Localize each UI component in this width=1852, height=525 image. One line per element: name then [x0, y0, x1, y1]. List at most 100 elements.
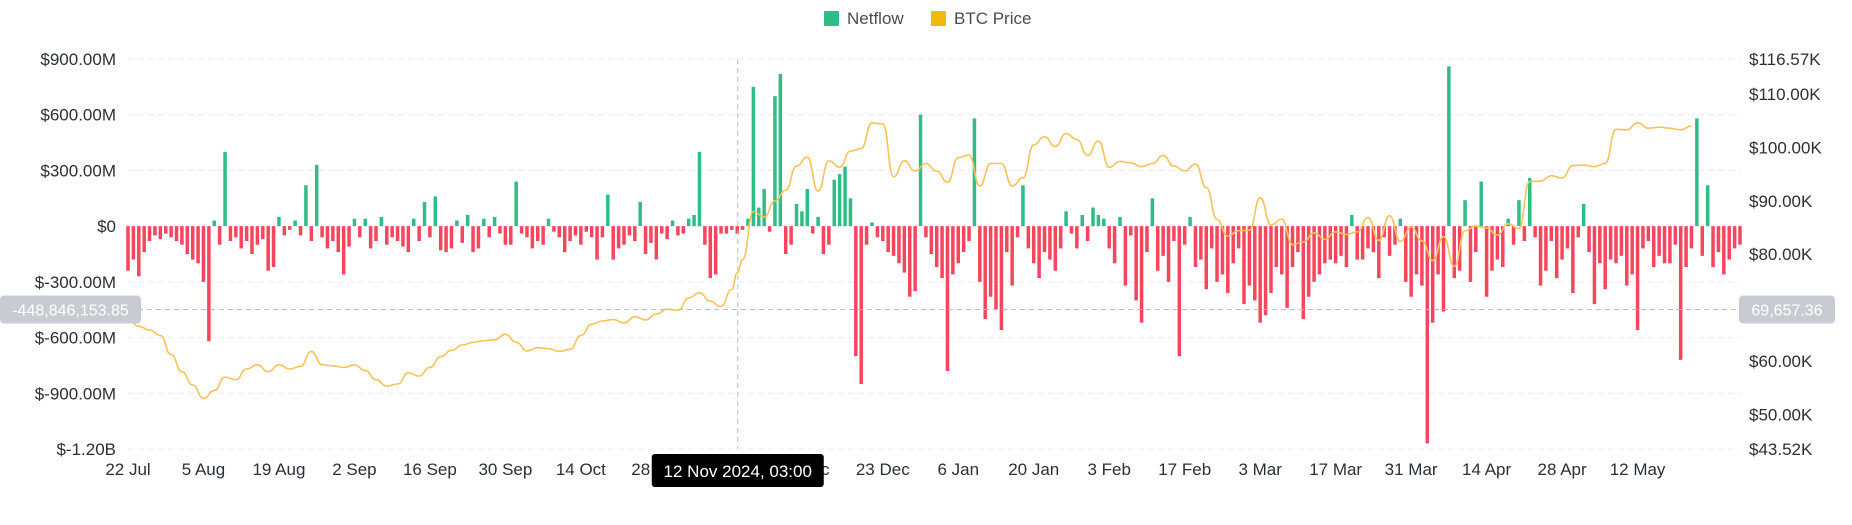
x-tick-label: 5 Aug: [182, 460, 226, 479]
netflow-bar: [1048, 226, 1052, 260]
x-tick-label: 19 Aug: [252, 460, 305, 479]
netflow-bar: [131, 226, 136, 260]
netflow-bar: [643, 226, 648, 254]
netflow-bar: [1139, 226, 1144, 323]
netflow-bar: [1290, 226, 1295, 267]
netflow-bar: [740, 226, 745, 230]
netflow-bar: [1037, 226, 1041, 279]
netflow-bar: [1296, 226, 1300, 253]
netflow-bar: [147, 226, 152, 241]
x-tick-label: 6 Jan: [937, 460, 979, 479]
netflow-bar: [1371, 226, 1376, 253]
btc-price-legend-label: BTC Price: [954, 9, 1031, 28]
netflow-bar: [719, 226, 723, 234]
netflow-bar: [1403, 226, 1408, 282]
netflow-bar: [649, 226, 653, 243]
netflow-bar: [757, 207, 761, 227]
x-tick-label: 16 Sep: [403, 460, 457, 479]
netflow-bar: [325, 226, 330, 249]
netflow-bar: [854, 226, 858, 357]
right-tick-label: $50.00K: [1749, 405, 1813, 424]
x-tick-label: 3 Mar: [1238, 460, 1282, 479]
netflow-bar: [1722, 226, 1726, 275]
crosshair-netflow-value: -448,846,153.85: [12, 302, 129, 319]
x-tick-label: 2 Sep: [332, 460, 376, 479]
netflow-bar: [201, 226, 206, 282]
netflow-bar: [1533, 226, 1537, 238]
netflow-bar: [1571, 226, 1575, 293]
left-tick-label: $-300.00M: [35, 273, 116, 292]
netflow-bar: [1549, 226, 1554, 241]
legend-item-netflow[interactable]: Netflow: [824, 9, 904, 28]
netflow-bar: [217, 226, 222, 245]
netflow-bar: [934, 226, 939, 267]
netflow-bar: [568, 226, 572, 241]
netflow-bar: [940, 226, 944, 279]
legend-item-btc-price[interactable]: BTC Price: [931, 9, 1031, 28]
netflow-bar: [783, 226, 788, 254]
netflow-bar: [778, 73, 783, 227]
netflow-bar: [1560, 226, 1564, 260]
netflow-bars: [126, 66, 1742, 444]
netflow-bar: [1711, 226, 1715, 267]
netflow-bar: [282, 226, 287, 236]
netflow-bar: [1420, 226, 1424, 286]
netflow-bar: [390, 226, 394, 238]
left-tick-label: $-1.20B: [56, 440, 116, 459]
netflow-bar: [1409, 226, 1413, 297]
netflow-bar: [665, 226, 669, 240]
netflow-bar: [212, 220, 217, 227]
btc-price-legend-swatch: [931, 11, 946, 26]
netflow-bar: [843, 166, 847, 227]
netflow-bar: [1188, 216, 1192, 227]
netflow-bar: [1501, 226, 1505, 267]
netflow-bar: [832, 179, 837, 227]
netflow-bar: [417, 226, 421, 241]
left-tick-label: $600.00M: [40, 106, 116, 125]
netflow-bar: [465, 215, 470, 227]
netflow-bar: [692, 215, 696, 227]
netflow-bar: [190, 226, 195, 260]
netflow-bar: [266, 226, 270, 271]
netflow-bar: [659, 226, 664, 234]
netflow-bar: [1209, 226, 1214, 249]
netflow-bar: [1021, 185, 1025, 227]
netflow-bar: [1279, 226, 1284, 275]
netflow-bar: [805, 189, 810, 227]
x-tick-label: 17 Mar: [1309, 460, 1362, 479]
netflow-bar: [411, 218, 416, 227]
netflow-bar: [196, 226, 200, 264]
crosshair-price-value: 69,657.36: [1751, 302, 1822, 319]
netflow-bar: [153, 226, 157, 236]
netflow-bar: [606, 194, 610, 227]
netflow-bar: [1689, 226, 1694, 249]
netflow-bar: [261, 226, 265, 240]
netflow-bar: [541, 226, 545, 245]
netflow-bar: [1301, 226, 1306, 319]
netflow-bar: [1080, 215, 1085, 227]
x-tick-label: 30 Sep: [478, 460, 532, 479]
netflow-bar: [1333, 226, 1338, 264]
crosshair-date-label: 12 Nov 2024, 03:00: [664, 462, 812, 481]
netflow-bar: [519, 226, 524, 234]
netflow-bar: [821, 226, 826, 254]
netflow-bar: [368, 226, 373, 249]
netflow-bar: [1306, 226, 1311, 297]
netflow-bar: [277, 216, 281, 227]
netflow-bar: [1366, 226, 1370, 249]
netflow-bar: [670, 220, 675, 227]
netflow-bar: [918, 114, 923, 227]
netflow-bar: [460, 226, 465, 243]
left-axis-ticks: $900.00M $600.00M $300.00M $0 $-300.00M $-600…: [35, 50, 116, 459]
netflow-bar: [444, 226, 448, 253]
netflow-bar: [1150, 198, 1155, 227]
netflow-bar: [1565, 226, 1570, 249]
netflow-bar: [234, 226, 238, 238]
netflow-bar: [1220, 226, 1225, 275]
x-tick-label: 28 Apr: [1538, 460, 1587, 479]
crosshair: -448,846,153.85 69,657.36 12 Nov 2024, 03:…: [0, 59, 1835, 487]
netflow-bar: [837, 174, 842, 227]
netflow-bar: [1285, 226, 1289, 308]
netflow-bar: [1587, 226, 1591, 253]
netflow-bar: [1069, 226, 1074, 234]
